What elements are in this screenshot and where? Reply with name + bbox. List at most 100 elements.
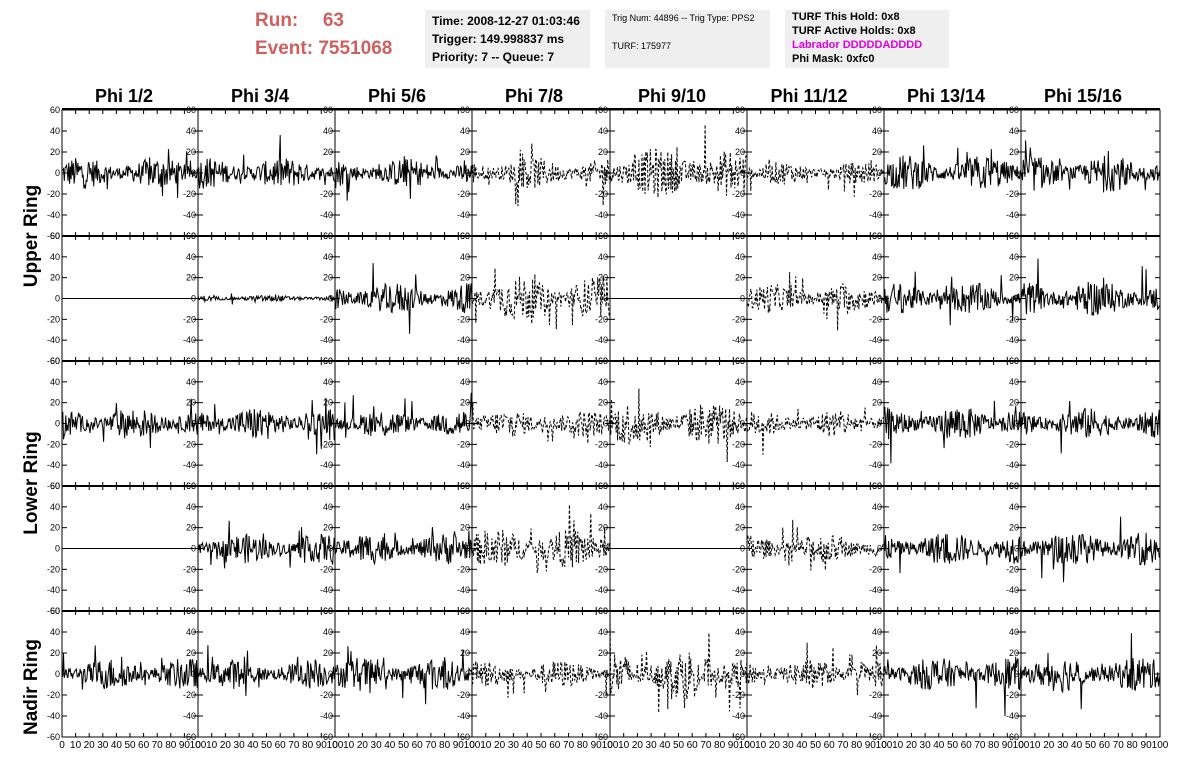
y-tick-label: 20 [872,398,882,408]
y-tick-label: -40 [595,460,608,470]
y-tick-label: 20 [735,648,745,658]
x-tick-label: 100 [1013,740,1030,751]
y-tick-label: 20 [186,648,196,658]
x-tick-label: 20 [906,740,918,751]
y-tick-label: 20 [50,523,60,533]
x-tick-label: 70 [152,740,164,751]
y-tick-label: 40 [735,126,745,136]
y-tick-label: 40 [1009,377,1019,387]
x-tick-label: 50 [535,740,547,751]
x-tick-label: 0 [469,740,475,751]
x-tick-label: 60 [1099,740,1111,751]
x-tick-label: 50 [947,740,959,751]
y-tick-label: -20 [320,314,333,324]
x-tick-label: 50 [261,740,273,751]
y-tick-label: -40 [47,585,60,595]
y-tick-label: 0 [1014,294,1019,304]
y-tick-label: -40 [457,335,470,345]
turf-active-holds-text: TURF Active Holds: 0x8 [792,25,916,37]
top-rule [62,108,1160,110]
y-tick-label: 20 [460,147,470,157]
y-tick-label: 40 [323,627,333,637]
y-tick-label: -60 [1006,732,1019,742]
run-value: 63 [322,10,344,31]
y-tick-label: -40 [183,460,196,470]
event-line: Event: 7551068 [255,38,392,60]
waveform-trace [61,398,199,449]
y-tick-label: 0 [603,544,608,554]
y-tick-label: -40 [1006,335,1019,345]
y-tick-label: -60 [183,732,196,742]
y-tick-label: 40 [323,502,333,512]
y-tick-label: -20 [1006,564,1019,574]
y-tick-label: 20 [323,398,333,408]
panel-frame [609,109,748,237]
trig-info-box: Trig Num: 44896 -- Trig Type: PPS2 TURF:… [605,10,770,68]
phi-header-3: Phi 5/6 [367,86,427,106]
y-tick-label: -40 [869,335,882,345]
y-tick-label: 60 [186,105,196,115]
y-tick-label: 0 [1014,669,1019,679]
y-tick-label: 0 [1014,419,1019,429]
y-tick-label: -20 [732,314,745,324]
y-tick-label: -20 [47,189,60,199]
y-tick-label: 60 [735,105,745,115]
y-tick-label: 40 [872,126,882,136]
waveform-trace [883,534,1022,574]
y-tick-label: 0 [740,544,745,554]
y-tick-label: 20 [186,273,196,283]
y-tick-label: -60 [47,356,60,366]
y-tick-label: -20 [732,564,745,574]
x-tick-label: 90 [865,740,877,751]
phi-header-7: Phi 13/14 [906,86,986,106]
x-tick-label: 10 [1029,740,1041,751]
x-tick-label: 60 [275,740,287,751]
y-tick-label: 20 [598,273,608,283]
y-tick-label: -40 [595,585,608,595]
y-tick-label: 40 [735,252,745,262]
y-tick-label: -40 [1006,711,1019,721]
x-tick-label: 90 [316,740,328,751]
waveform-trace [471,660,611,698]
x-tick-label: 60 [824,740,836,751]
y-tick-label: 20 [1009,523,1019,533]
y-tick-label: -40 [869,210,882,220]
y-tick-label: 40 [872,252,882,262]
x-tick-label: 20 [84,740,96,751]
waveform-trace [197,134,336,189]
y-tick-label: -60 [47,231,60,241]
waveform-trace [1020,400,1161,454]
y-tick-label: -40 [595,335,608,345]
y-tick-label: 60 [460,105,470,115]
y-tick-label: 40 [460,627,470,637]
y-tick-label: 20 [1009,273,1019,283]
y-tick-label: 0 [191,168,196,178]
y-tick-label: 0 [603,168,608,178]
event-label: Event: [255,38,314,59]
y-tick-label: -20 [869,564,882,574]
y-tick-label: 0 [328,669,333,679]
phi-mask-text: Phi Mask: 0xfc0 [792,53,875,65]
y-tick-label: 20 [735,273,745,283]
y-tick-label: 20 [186,147,196,157]
y-tick-label: 20 [460,273,470,283]
x-tick-label: 20 [220,740,232,751]
y-tick-label: 40 [460,377,470,387]
y-tick-label: 0 [328,294,333,304]
y-tick-label: -20 [1006,690,1019,700]
y-tick-label: -40 [47,210,60,220]
x-tick-label: 100 [602,740,619,751]
y-tick-label: -40 [595,210,608,220]
x-tick-label: 10 [343,740,355,751]
y-tick-label: -20 [595,690,608,700]
x-tick-label: 30 [371,740,383,751]
waveform-trace [1020,516,1161,583]
y-tick-label: 40 [186,377,196,387]
y-tick-label: 60 [50,105,60,115]
y-tick-label: 0 [191,669,196,679]
y-tick-label: 40 [460,126,470,136]
x-tick-label: 100 [464,740,481,751]
event-value: 7551068 [318,38,393,59]
y-tick-label: -20 [47,314,60,324]
phi-header-1: Phi 1/2 [94,86,154,106]
